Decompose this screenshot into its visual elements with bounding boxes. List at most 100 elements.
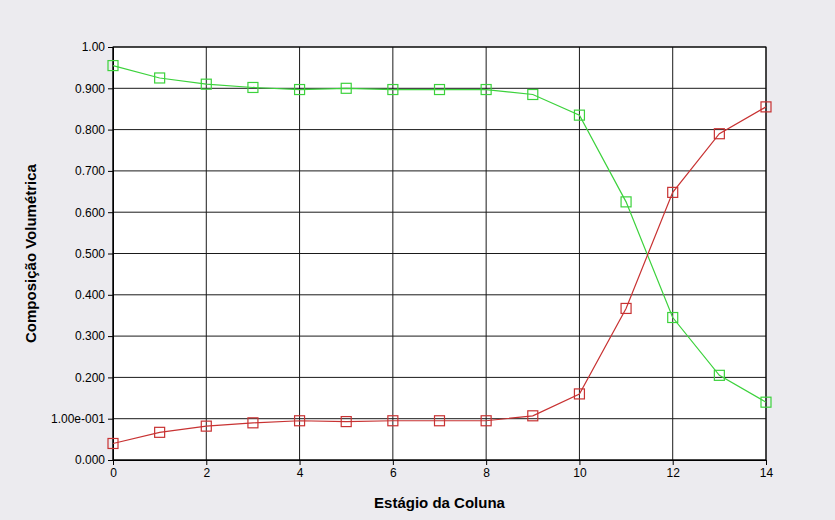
tick-label: 0.200 [75,371,105,385]
marker [621,303,631,313]
tick-label: 0 [110,466,117,480]
marker [761,397,771,407]
grid-line [486,47,487,460]
tick-mark [108,295,113,296]
marker [714,129,724,139]
grid-line [113,170,766,171]
tick-label: 0.800 [75,123,105,137]
grid-line [206,47,207,460]
tick-label: 0.300 [75,329,105,343]
tick-label: 14 [760,466,774,480]
marker [201,79,211,89]
tick: 0.000 [75,453,113,467]
tick-label: 4 [297,466,304,480]
tick: 0.800 [75,123,113,137]
tick: 0.300 [75,329,113,343]
tick: 6 [390,460,397,480]
tick-mark [108,377,113,378]
tick-label: 0.600 [75,206,105,220]
tick: 1.00 [82,40,113,54]
marker [574,110,584,120]
tick-mark [766,460,767,465]
y-axis: 0.000 1.00e-001 0.200 0.300 0.400 0.500 0.600 0… [51,40,114,467]
tick-label: 0.400 [75,288,105,302]
tick-label: 1.00 [82,40,106,54]
series [108,61,771,408]
plot: 0 2 4 6 8 10 12 14 0.000 1.00e-001 0.200 0.300 0.400… [51,40,774,479]
tick: 0.500 [75,247,113,261]
tick-mark [108,130,113,131]
tick-mark [206,460,207,465]
tick: 12 [667,460,681,480]
tick: 14 [760,460,774,480]
tick: 0.200 [75,371,113,385]
tick-mark [579,460,580,465]
axis-line [114,461,767,466]
tick-label: 1.00e-001 [51,412,105,426]
tick: 0.700 [75,164,113,178]
tick: 1.00e-001 [51,412,113,426]
tick: 4 [297,460,304,480]
marker [435,85,445,95]
tick: 8 [483,460,490,480]
marker [295,85,305,95]
plot-background [113,47,766,460]
marker [714,370,724,380]
marker [108,61,118,71]
tick-mark [673,460,674,465]
grid [113,47,766,460]
series [108,102,771,449]
marker [155,73,165,83]
marker [761,102,771,112]
x-axis: 0 2 4 6 8 10 12 14 [110,460,773,480]
tick-label: 8 [483,466,490,480]
series-group [108,61,771,449]
marker [341,83,351,93]
marker [248,82,258,92]
chart: 0 2 4 6 8 10 12 14 0.000 1.00e-001 0.200 0.300 0.400… [0,0,835,520]
tick: 0.600 [75,206,113,220]
tick-mark [108,88,113,89]
marker [248,418,258,428]
tick: 0.900 [75,82,113,96]
marker [155,427,165,437]
series-line [113,107,766,444]
x-axis-title: Estágio da Coluna [374,494,506,511]
grid-line [113,336,766,337]
marker [341,417,351,427]
grid-line [113,418,766,419]
tick-mark [486,460,487,465]
marker [528,89,538,99]
y-axis-title: Composição Volumétrica [22,163,39,343]
grid-line [672,47,673,460]
grid-line [113,129,766,130]
marker [108,438,118,448]
tick-mark [108,212,113,213]
marker [201,421,211,431]
tick-label: 12 [667,466,681,480]
tick: 0 [110,460,117,480]
marker [574,389,584,399]
grid-line [113,253,766,254]
tick-label: 10 [573,466,587,480]
tick: 10 [573,460,587,480]
tick-label: 2 [203,466,210,480]
grid-line [113,294,766,295]
grid-line [113,377,766,378]
axis-line [108,48,114,461]
tick-label: 0.000 [75,453,105,467]
tick-mark [393,460,394,465]
series-line [113,66,766,403]
tick-mark [108,47,113,48]
grid-line [299,47,300,460]
marker [481,85,491,95]
marker [668,187,678,197]
plot-frame [113,47,766,460]
marker [388,85,398,95]
tick-mark [108,419,113,420]
tick-mark [108,254,113,255]
tick-mark [108,336,113,337]
grid-line [113,212,766,213]
marker [388,416,398,426]
grid-line [392,47,393,460]
